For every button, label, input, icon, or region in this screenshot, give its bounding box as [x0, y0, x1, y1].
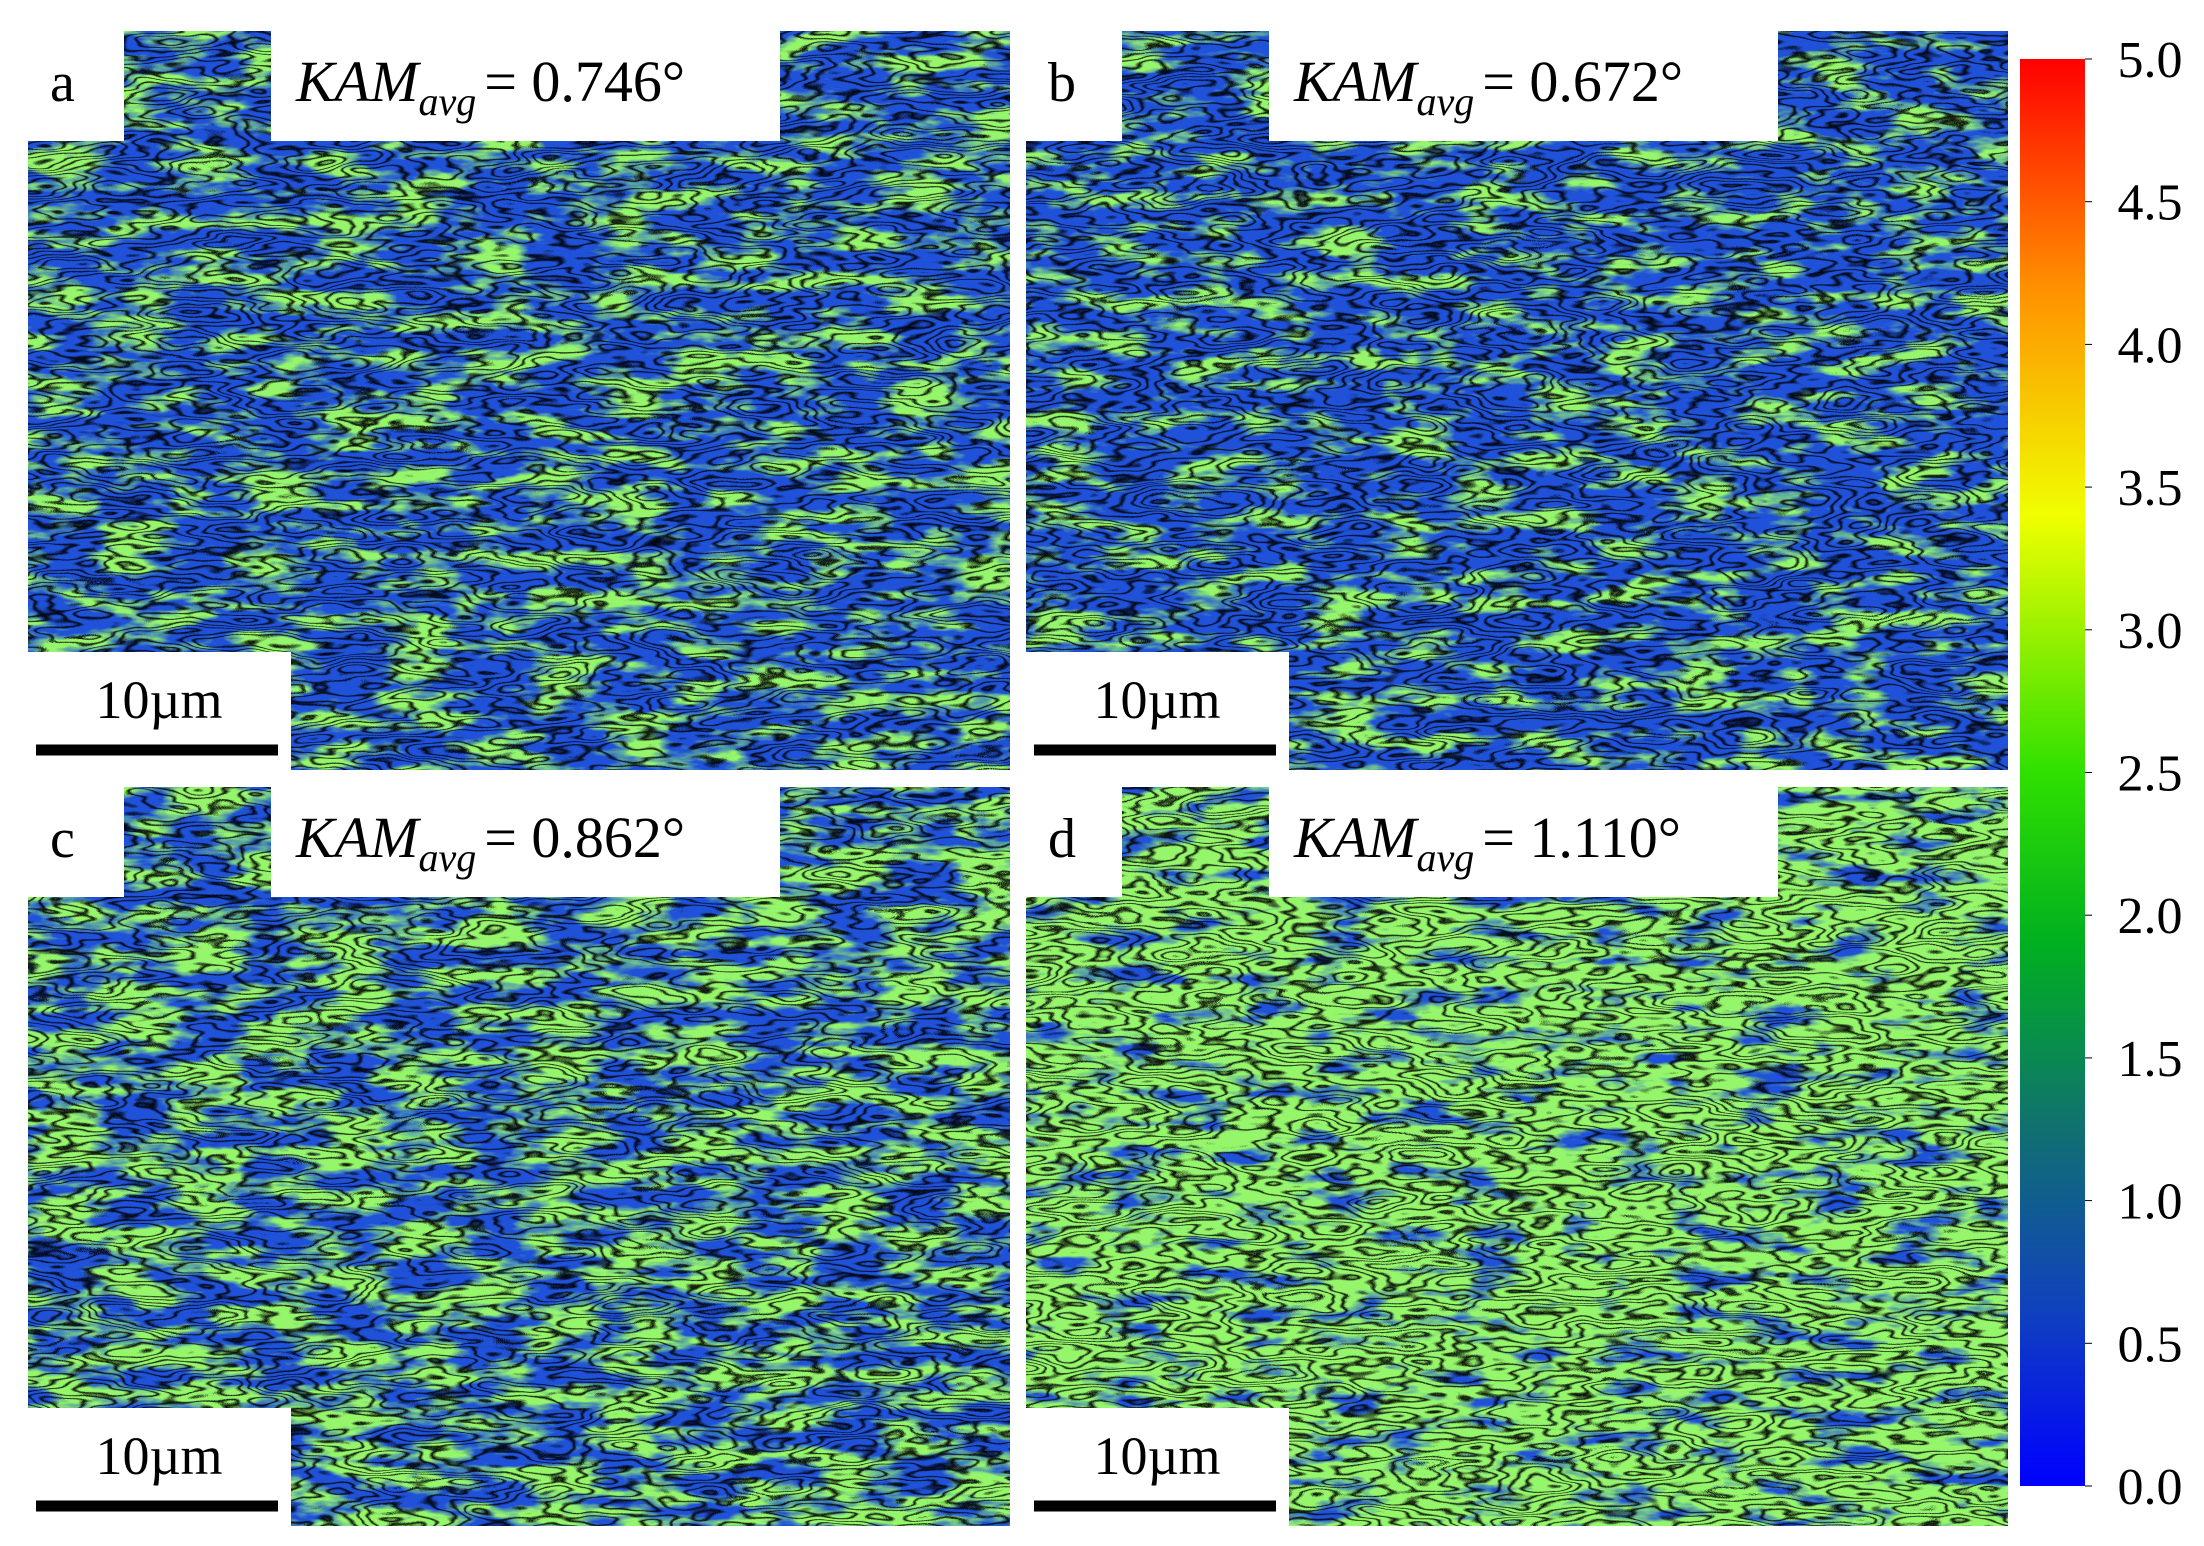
kam-value: = 0.746°	[484, 49, 685, 114]
kam-quantity: KAM	[295, 49, 421, 114]
colorbar-tick-label: 3.0	[2118, 603, 2183, 660]
scale-bar-label: 10µm	[1093, 1426, 1220, 1486]
map-boundaries	[1026, 787, 2008, 1526]
map-boundaries	[1026, 31, 2008, 770]
map-boundaries	[28, 31, 1010, 770]
colorbar-tick-label: 1.5	[2118, 1031, 2183, 1088]
colorbar-tick-label: 2.5	[2118, 746, 2183, 803]
title-box	[1269, 31, 1778, 141]
colorbar-tick-label: 4.0	[2118, 317, 2183, 374]
colorbar-tick-label: 0.5	[2118, 1316, 2183, 1373]
kam-subscript: avg	[1416, 79, 1474, 124]
kam-subscript: avg	[418, 835, 476, 880]
panel-label: d	[1048, 808, 1076, 870]
label-box	[28, 787, 124, 897]
kam-value: = 0.862°	[484, 805, 685, 870]
title-box	[1269, 787, 1778, 897]
label-box	[1026, 31, 1122, 141]
kam-subscript: avg	[1416, 835, 1474, 880]
panel-label: c	[50, 808, 75, 870]
kam-map: b KAMavg = 0.672° 10µm	[1026, 31, 2008, 770]
panel-label: a	[50, 52, 75, 114]
kam-value: = 1.110°	[1482, 805, 1681, 870]
kam-quantity: KAM	[295, 805, 421, 870]
colorbar-tick-label: 5.0	[2118, 32, 2183, 89]
kam-map: d KAMavg = 1.110° 10µm	[1026, 787, 2008, 1526]
colorbar-tick-label: 1.0	[2118, 1174, 2183, 1231]
colorbar-tick-label: 0.0	[2118, 1459, 2183, 1516]
kam-quantity: KAM	[1293, 49, 1419, 114]
scale-bar-label: 10µm	[95, 1426, 222, 1486]
kam-title: KAMavg = 0.746°	[295, 49, 685, 124]
kam-title: KAMavg = 0.862°	[295, 805, 685, 880]
label-box	[28, 31, 124, 141]
colorbar	[2020, 59, 2085, 1486]
panel-label: b	[1048, 52, 1076, 114]
title-box	[271, 787, 780, 897]
colorbar-tick-label: 2.0	[2118, 888, 2183, 945]
kam-subscript: avg	[418, 79, 476, 124]
colorbar-tick-label: 4.5	[2118, 175, 2183, 232]
kam-title: KAMavg = 0.672°	[1293, 49, 1683, 124]
scale-bar-label: 10µm	[1093, 670, 1220, 730]
kam-quantity: KAM	[1293, 805, 1419, 870]
kam-title: KAMavg = 1.110°	[1293, 805, 1681, 880]
label-box	[1026, 787, 1122, 897]
kam-value: = 0.672°	[1482, 49, 1683, 114]
kam-map: a KAMavg = 0.746° 10µm	[28, 31, 1010, 770]
scale-bar-label: 10µm	[95, 670, 222, 730]
map-boundaries	[28, 787, 1010, 1526]
title-box	[271, 31, 780, 141]
kam-map: c KAMavg = 0.862° 10µm	[28, 787, 1010, 1526]
colorbar-tick-label: 3.5	[2118, 460, 2183, 517]
